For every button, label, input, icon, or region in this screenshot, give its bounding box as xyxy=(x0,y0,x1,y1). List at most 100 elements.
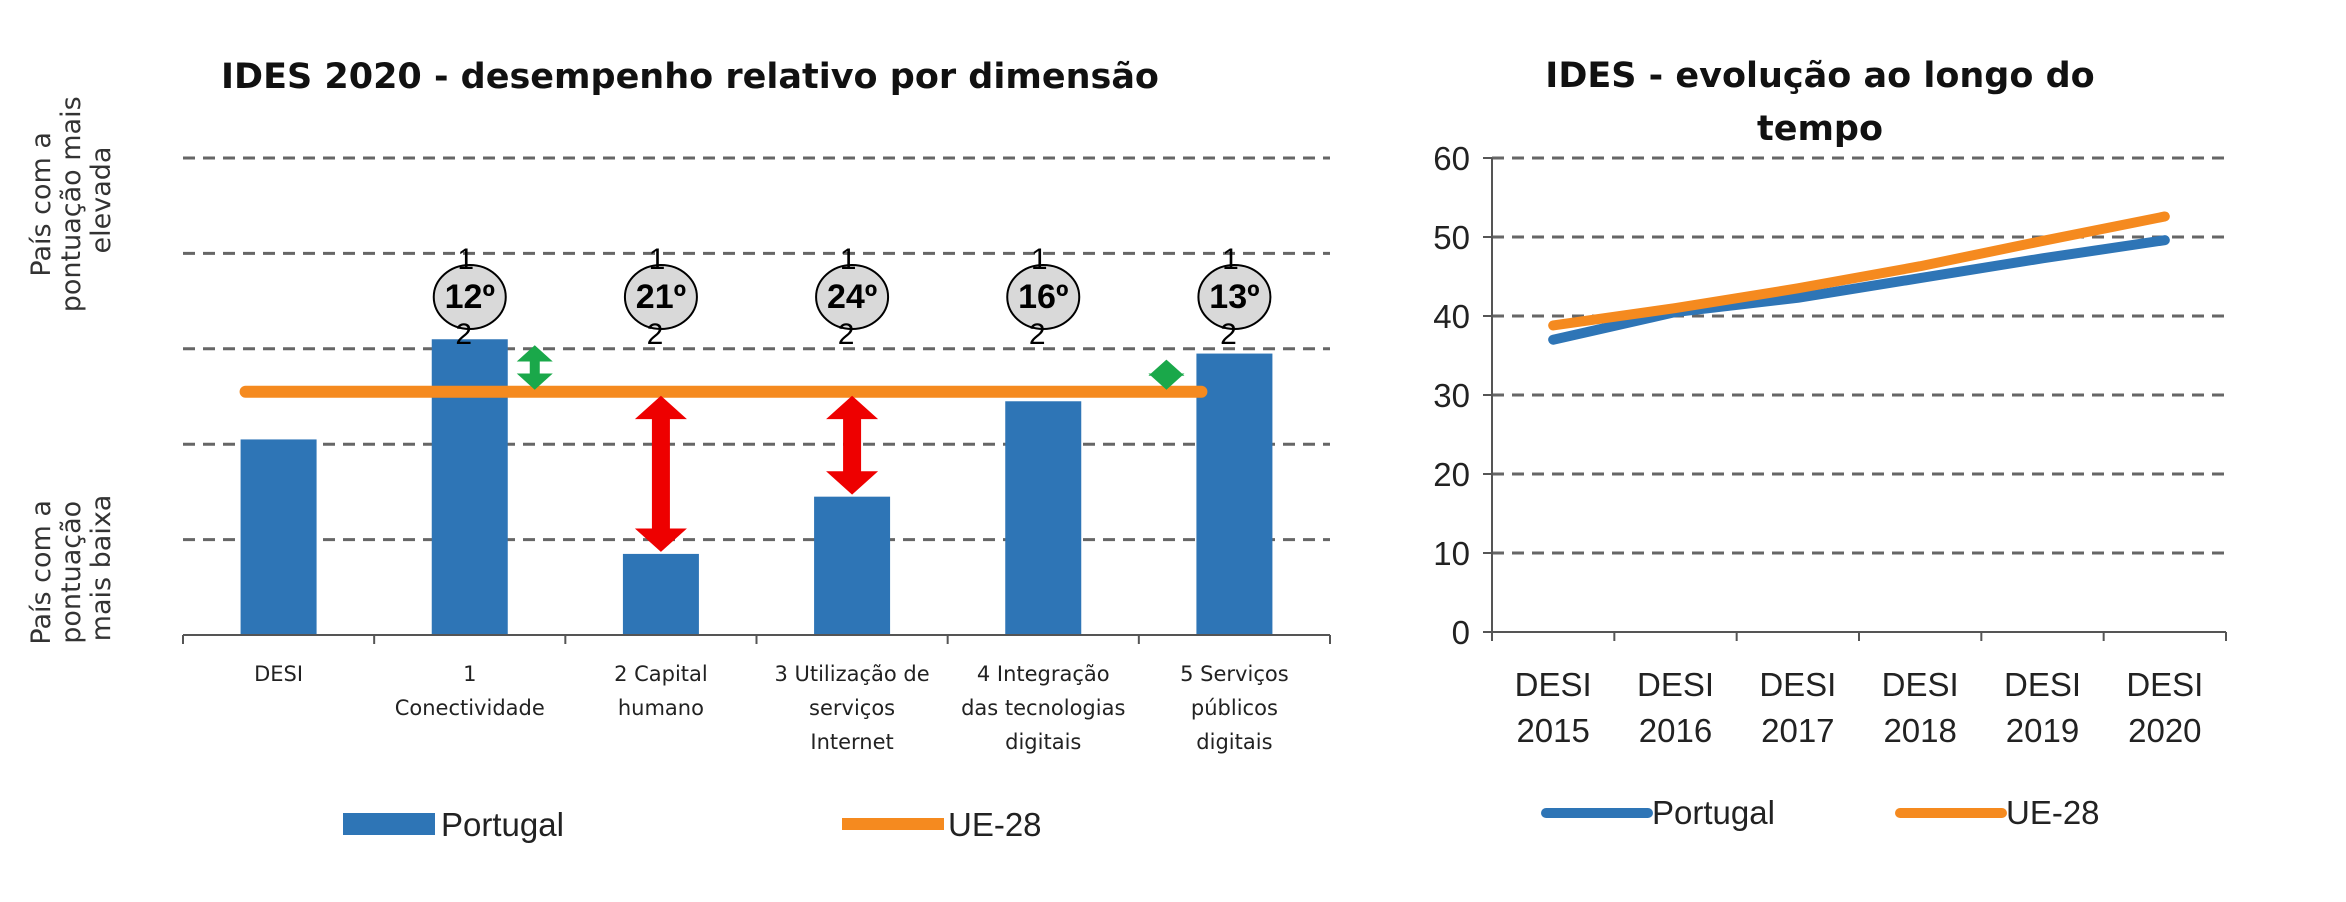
category-label: 1 Conectividade xyxy=(395,662,545,720)
category-label-line: 4 Integração xyxy=(977,662,1110,686)
legend-label-portugal: Portugal xyxy=(441,806,564,843)
legend-swatch-portugal xyxy=(343,813,435,835)
category-label: DESI 2019 xyxy=(2004,666,2081,749)
rank-badge xyxy=(623,264,698,330)
rank-label: 12º xyxy=(445,278,495,316)
series-line-eu xyxy=(1548,211,2170,331)
category-label-line: Internet xyxy=(810,730,893,754)
rank-label: 24º xyxy=(827,278,877,316)
y-tick-label: 0 xyxy=(1452,614,1470,651)
y-tick-label: 10 xyxy=(1433,535,1470,572)
rank-mark-top: 1 xyxy=(1031,243,1048,276)
left-category-labels: DESI 1 Conectividade 2 Capital humano 3 Utili… xyxy=(254,662,1289,754)
category-label-line: DESI xyxy=(254,662,303,686)
right-axes xyxy=(1483,157,2227,641)
category-label-line: DESI xyxy=(2004,666,2081,703)
series-line-portugal xyxy=(1548,235,2170,345)
rank-badge xyxy=(1006,264,1081,330)
rank-badge xyxy=(432,264,507,330)
right-y-tick-labels: 0 10 20 30 40 50 60 xyxy=(1433,140,1470,651)
legend-label-eu-right: UE-28 xyxy=(2006,794,2100,831)
bar-portugal xyxy=(814,496,891,635)
bar-portugal xyxy=(240,439,317,635)
rank-label: 21º xyxy=(636,278,686,316)
category-label-line: 2019 xyxy=(2006,712,2079,749)
y-tick-label: 60 xyxy=(1433,140,1470,177)
rank-mark-top: 1 xyxy=(457,243,474,276)
left-legend: Portugal UE-28 xyxy=(343,806,1042,843)
category-label-line: DESI xyxy=(2126,666,2203,703)
category-label: DESI 2015 xyxy=(1515,666,1592,749)
legend-label-portugal-right: Portugal xyxy=(1652,794,1775,831)
category-label: DESI 2016 xyxy=(1637,666,1714,749)
category-label-line: DESI xyxy=(1515,666,1592,703)
right-chart-title-line-2: tempo xyxy=(1757,109,1883,149)
left-chart: IDES 2020 - desempenho relativo por dime… xyxy=(26,57,1331,843)
category-label-line: digitais xyxy=(1005,730,1081,754)
left-chart-title: IDES 2020 - desempenho relativo por dime… xyxy=(221,57,1159,97)
rank-mark-top: 1 xyxy=(649,243,666,276)
rank-label: 13º xyxy=(1209,278,1259,316)
rank-mark-bottom: 2 xyxy=(1220,318,1237,351)
rank-badge xyxy=(1197,264,1272,330)
gap-arrow-green xyxy=(516,345,553,390)
category-label-line: 2020 xyxy=(2128,712,2201,749)
rank-mark-bottom: 2 xyxy=(455,318,472,351)
category-label-line: 2 Capital xyxy=(614,662,708,686)
gap-arrow-green xyxy=(1148,359,1185,390)
y-label-top-line-3: elevada xyxy=(86,147,117,254)
rank-mark-top: 1 xyxy=(840,243,857,276)
bar-portugal xyxy=(1005,401,1082,635)
left-gridlines xyxy=(183,156,1330,542)
y-label-top-line-1: País com a xyxy=(26,132,57,277)
left-bars xyxy=(240,339,1273,635)
category-label-line: DESI xyxy=(1759,666,1836,703)
y-label-top: País com a pontuação mais elevada xyxy=(26,88,117,313)
category-label-line: 2017 xyxy=(1761,712,1834,749)
right-series-lines xyxy=(1548,211,2170,345)
bar-portugal xyxy=(1196,353,1273,635)
category-label-line: 2016 xyxy=(1639,712,1712,749)
legend-label-eu: UE-28 xyxy=(948,806,1042,843)
bar-portugal xyxy=(431,339,508,635)
category-label: 2 Capital humano xyxy=(614,662,708,720)
category-label: DESI 2020 xyxy=(2126,666,2203,749)
right-category-labels: DESI 2015 DESI 2016 DESI 2017 DESI 2018 DESI 2019… xyxy=(1515,666,2204,749)
y-label-bottom: País com a pontuação mais baixa xyxy=(26,491,117,644)
rank-mark-bottom: 2 xyxy=(838,318,855,351)
left-x-axis xyxy=(182,634,1331,644)
category-label-line: humano xyxy=(618,696,704,720)
y-tick-label: 40 xyxy=(1433,298,1470,335)
y-tick-label: 30 xyxy=(1433,377,1470,414)
category-label: DESI xyxy=(254,662,303,686)
category-label-line: serviços xyxy=(809,696,895,720)
y-tick-label: 50 xyxy=(1433,219,1470,256)
y-tick-label: 20 xyxy=(1433,456,1470,493)
category-label-line: 1 xyxy=(463,662,476,686)
y-label-bottom-line-3: mais baixa xyxy=(86,495,117,642)
right-chart: IDES - evolução ao longo do tempo 0 10 20 3… xyxy=(1433,56,2227,831)
category-label-line: 2018 xyxy=(1883,712,1956,749)
rank-mark-bottom: 2 xyxy=(647,318,664,351)
category-label-line: 3 Utilização de xyxy=(774,662,929,686)
category-label-line: DESI xyxy=(1882,666,1959,703)
bar-portugal xyxy=(622,553,699,635)
category-label-line: públicos xyxy=(1191,696,1278,720)
rank-mark-bottom: 2 xyxy=(1029,318,1046,351)
category-label: 3 Utilização de serviços Internet xyxy=(774,662,929,754)
rank-mark-top: 1 xyxy=(1222,243,1239,276)
rank-label: 16º xyxy=(1018,278,1068,316)
category-label-line: 2015 xyxy=(1516,712,1589,749)
left-arrows xyxy=(516,345,1185,552)
category-label-line: das tecnologias xyxy=(961,696,1125,720)
category-label: 4 Integração das tecnologias digitais xyxy=(961,662,1125,754)
y-label-bottom-line-1: País com a xyxy=(26,500,57,645)
category-label: 5 Serviços públicos digitais xyxy=(1180,662,1289,754)
gap-arrow-red xyxy=(634,395,687,552)
category-label: DESI 2018 xyxy=(1882,666,1959,749)
rank-badge xyxy=(815,264,890,330)
y-label-top-line-2: pontuação mais xyxy=(56,96,87,312)
gap-arrow-red xyxy=(826,395,879,495)
category-label-line: digitais xyxy=(1196,730,1272,754)
category-label: DESI 2017 xyxy=(1759,666,1836,749)
